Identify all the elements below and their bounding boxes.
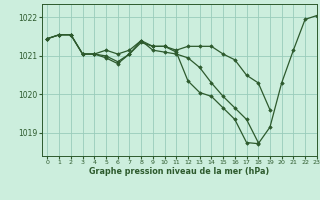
X-axis label: Graphe pression niveau de la mer (hPa): Graphe pression niveau de la mer (hPa) — [89, 167, 269, 176]
